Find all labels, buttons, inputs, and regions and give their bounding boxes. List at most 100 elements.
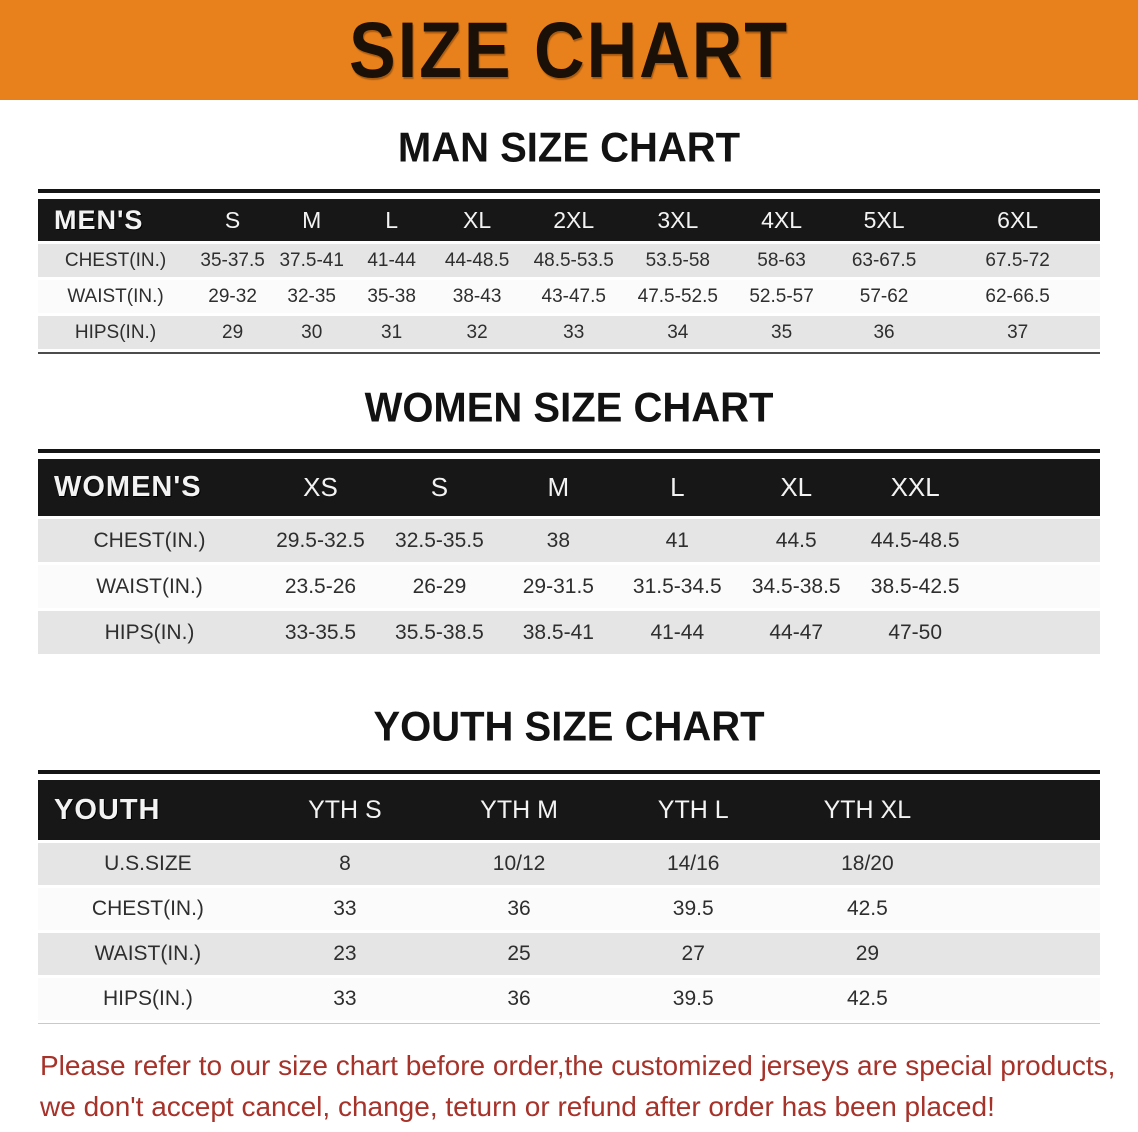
men-waist-value: 38-43 <box>452 285 502 307</box>
youth-chest-label: CHEST(IN.) <box>91 897 204 920</box>
women-waist-value: 26-29 <box>412 574 467 598</box>
men-category-label: MEN'S <box>54 204 144 235</box>
men-section-heading: MAN SIZE CHART <box>397 124 741 172</box>
youth-chest-value: 36 <box>507 897 531 920</box>
women-col-xl: XL <box>780 472 813 502</box>
women-category-label: WOMEN'S <box>54 471 202 503</box>
spacer-cell <box>954 933 1100 975</box>
spacer-cell <box>975 459 1100 516</box>
men-col-3xl: 3XL <box>657 206 699 233</box>
men-col-l: L <box>385 206 399 233</box>
spacer-cell <box>954 888 1100 930</box>
men-table-header: MEN'S S M L XL 2XL 3XL 4XL 5XL 6XL <box>38 199 1100 241</box>
men-hips-value: 34 <box>667 321 689 343</box>
men-col-2xl: 2XL <box>553 206 595 233</box>
men-col-xl: XL <box>463 206 492 233</box>
table-row: CHEST(IN.) 29.5-32.5 32.5-35.5 38 41 44.… <box>38 519 1100 562</box>
men-col-m: M <box>302 206 322 233</box>
spacer-cell <box>975 519 1100 562</box>
disclaimer-text: Please refer to our size chart before or… <box>40 1046 1116 1127</box>
women-waist-value: 29-31.5 <box>522 574 594 598</box>
disclaimer-line-1: Please refer to our size chart before or… <box>40 1050 1116 1081</box>
men-col-4xl: 4XL <box>761 206 803 233</box>
youth-size-table: YOUTH YTH S YTH M YTH L YTH XL U.S.SIZE … <box>38 777 1100 1023</box>
title-banner: SIZE CHART <box>0 0 1138 100</box>
men-chest-value: 53.5-58 <box>645 249 711 271</box>
youth-hips-label: HIPS(IN.) <box>102 987 193 1010</box>
women-hips-label: HIPS(IN.) <box>104 620 195 644</box>
youth-hips-value: 36 <box>507 987 531 1010</box>
spacer-cell <box>954 780 1100 840</box>
youth-col-m: YTH M <box>480 795 558 824</box>
table-row: HIPS(IN.) 33-35.5 35.5-38.5 38.5-41 41-4… <box>38 611 1100 654</box>
youth-waist-label: WAIST(IN.) <box>94 942 202 965</box>
youth-waist-value: 29 <box>855 942 880 965</box>
men-waist-value: 62-66.5 <box>985 285 1050 307</box>
youth-ussize-value: 14/16 <box>666 852 720 875</box>
men-hips-value: 37 <box>1007 321 1029 343</box>
women-chest-label: CHEST(IN.) <box>93 528 206 552</box>
women-waist-label: WAIST(IN.) <box>96 574 203 598</box>
youth-hips-value: 39.5 <box>672 987 714 1010</box>
page-title: SIZE CHART <box>349 6 789 94</box>
men-chest-value: 58-63 <box>757 249 806 271</box>
youth-ussize-value: 18/20 <box>841 852 894 875</box>
youth-size-table-wrap: YOUTH YTH S YTH M YTH L YTH XL U.S.SIZE … <box>38 770 1100 1024</box>
youth-ussize-value: 10/12 <box>492 852 546 875</box>
women-waist-value: 38.5-42.5 <box>870 574 960 598</box>
spacer-cell <box>954 843 1100 885</box>
spacer-cell <box>954 978 1100 1020</box>
women-table-header: WOMEN'S XS S M L XL XXL <box>38 459 1100 516</box>
men-hips-value: 35 <box>771 321 793 343</box>
men-waist-value: 47.5-52.5 <box>637 285 718 307</box>
men-waist-value: 32-35 <box>287 285 337 307</box>
table-row: WAIST(IN.) 23.5-26 26-29 29-31.5 31.5-34… <box>38 565 1100 608</box>
men-header-row: MEN'S S M L XL 2XL 3XL 4XL 5XL 6XL <box>38 199 1100 241</box>
women-col-xs: XS <box>303 472 338 502</box>
men-waist-value: 29-32 <box>208 285 257 307</box>
men-size-table: MEN'S S M L XL 2XL 3XL 4XL 5XL 6XL CHEST… <box>38 196 1100 352</box>
women-hips-value: 33-35.5 <box>284 620 357 644</box>
youth-ussize-label: U.S.SIZE <box>104 852 192 875</box>
women-col-s: S <box>430 472 449 502</box>
women-section-heading: WOMEN SIZE CHART <box>364 384 774 432</box>
table-row: HIPS(IN.) 33 36 39.5 42.5 <box>38 978 1100 1020</box>
women-chest-value: 38 <box>546 528 571 552</box>
men-size-table-wrap: MEN'S S M L XL 2XL 3XL 4XL 5XL 6XL CHEST… <box>38 189 1100 354</box>
women-col-l: L <box>670 472 685 502</box>
men-chest-value: 48.5-53.5 <box>533 249 614 271</box>
youth-waist-value: 27 <box>681 942 705 965</box>
women-chest-value: 29.5-32.5 <box>276 528 365 552</box>
men-hips-value: 30 <box>301 321 323 343</box>
disclaimer-line-2: we don't accept cancel, change, teturn o… <box>40 1090 995 1122</box>
women-table-body: CHEST(IN.) 29.5-32.5 32.5-35.5 38 41 44.… <box>38 519 1100 654</box>
men-hips-value: 36 <box>873 321 895 343</box>
women-hips-value: 35.5-38.5 <box>395 620 484 644</box>
men-chest-value: 44-48.5 <box>444 249 510 271</box>
table-row: WAIST(IN.) 29-32 32-35 35-38 38-43 43-47… <box>38 280 1100 313</box>
women-size-table-wrap: WOMEN'S XS S M L XL XXL CHEST(IN.) 29.5-… <box>38 449 1100 657</box>
table-row: U.S.SIZE 8 10/12 14/16 18/20 <box>38 843 1100 885</box>
men-col-5xl: 5XL <box>863 206 905 233</box>
men-chest-value: 35-37.5 <box>200 249 265 271</box>
table-row: CHEST(IN.) 33 36 39.5 42.5 <box>38 888 1100 930</box>
men-waist-value: 52.5-57 <box>749 285 814 307</box>
youth-col-xl: YTH XL <box>823 795 912 824</box>
men-hips-value: 29 <box>222 321 244 343</box>
women-hips-value: 41-44 <box>650 620 705 644</box>
table-row: WAIST(IN.) 23 25 27 29 <box>38 933 1100 975</box>
youth-table-body: U.S.SIZE 8 10/12 14/16 18/20 CHEST(IN.) … <box>38 843 1100 1020</box>
men-waist-value: 43-47.5 <box>541 285 606 307</box>
youth-hips-value: 33 <box>333 987 357 1010</box>
youth-header-row: YOUTH YTH S YTH M YTH L YTH XL <box>38 780 1100 840</box>
men-table-body: CHEST(IN.) 35-37.5 37.5-41 41-44 44-48.5… <box>38 244 1100 349</box>
men-hips-label: HIPS(IN.) <box>74 321 157 343</box>
youth-category-label: YOUTH <box>54 793 161 826</box>
women-header-row: WOMEN'S XS S M L XL XXL <box>38 459 1100 516</box>
youth-chest-value: 39.5 <box>672 897 714 920</box>
women-col-m: M <box>547 472 570 502</box>
youth-table-header: YOUTH YTH S YTH M YTH L YTH XL <box>38 780 1100 840</box>
men-chest-value: 67.5-72 <box>985 249 1050 271</box>
youth-ussize-value: 8 <box>339 852 351 875</box>
youth-col-l: YTH L <box>657 795 729 824</box>
